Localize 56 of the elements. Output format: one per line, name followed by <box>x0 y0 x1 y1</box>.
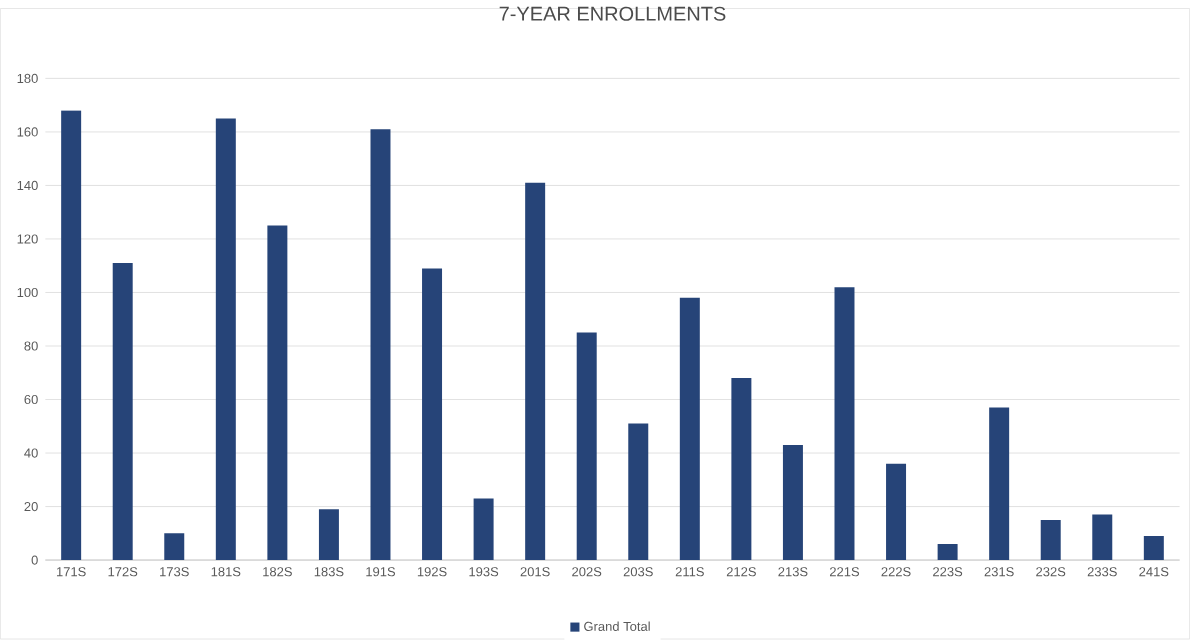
x-tick-label: 222S <box>881 567 911 577</box>
y-tick-label: 180 <box>17 73 38 84</box>
x-tick-label: 172S <box>108 567 138 577</box>
x-tick-label: 231S <box>984 567 1014 577</box>
x-tick-label: 213S <box>778 567 808 577</box>
bar <box>731 378 752 561</box>
y-tick-label: 100 <box>17 287 38 298</box>
bar <box>782 445 803 561</box>
x-tick-label: 221S <box>829 567 860 577</box>
bar <box>164 533 185 561</box>
x-tick-label: 173S <box>160 567 189 577</box>
y-tick-label: 40 <box>24 448 38 458</box>
bar <box>61 110 82 561</box>
x-tick-label: 202S <box>572 567 602 577</box>
x-tick-label: 232S <box>1036 567 1066 577</box>
bar <box>989 407 1010 561</box>
bar <box>679 297 700 561</box>
x-tick-label: 211S <box>675 567 704 577</box>
x-tick-label: 212S <box>726 567 756 577</box>
y-tick-label: 20 <box>24 502 38 512</box>
y-tick-label: 160 <box>17 127 38 137</box>
x-tick-label: 241S <box>1139 567 1169 577</box>
bar <box>112 263 133 561</box>
bar <box>628 423 649 561</box>
y-tick-label: 120 <box>17 234 38 244</box>
bar <box>886 463 907 561</box>
bar <box>1040 520 1061 561</box>
y-tick-label: 0 <box>31 555 38 565</box>
chart-title: 7-YEAR ENROLLMENTS <box>499 6 726 21</box>
x-tick-label: 182S <box>263 567 292 577</box>
x-tick-label: 201S <box>520 567 550 577</box>
bar <box>834 287 855 561</box>
y-tick-label: 140 <box>17 180 38 191</box>
y-tick-label: 60 <box>24 394 38 405</box>
x-tick-label: 191S <box>366 567 396 577</box>
x-tick-label: 181S <box>211 567 241 577</box>
y-tick-label: 80 <box>24 341 38 351</box>
x-tick-label: 192S <box>417 567 447 577</box>
bar <box>525 182 546 561</box>
bar <box>215 118 236 561</box>
bar <box>318 509 339 561</box>
bar <box>1143 536 1164 561</box>
x-tick-label: 183S <box>314 567 344 577</box>
bar <box>370 129 391 561</box>
bar <box>422 268 443 561</box>
bar <box>576 332 597 561</box>
bar <box>937 544 958 561</box>
x-tick-label: 203S <box>623 567 653 577</box>
x-tick-label: 233S <box>1087 567 1117 577</box>
x-tick-label: 171S <box>56 567 86 577</box>
legend-label: Grand Total <box>584 621 650 632</box>
x-tick-label: 223S <box>933 567 963 577</box>
bar <box>267 225 288 561</box>
bar <box>1092 514 1113 561</box>
bar <box>473 498 494 561</box>
x-tick-label: 193S <box>469 567 499 577</box>
